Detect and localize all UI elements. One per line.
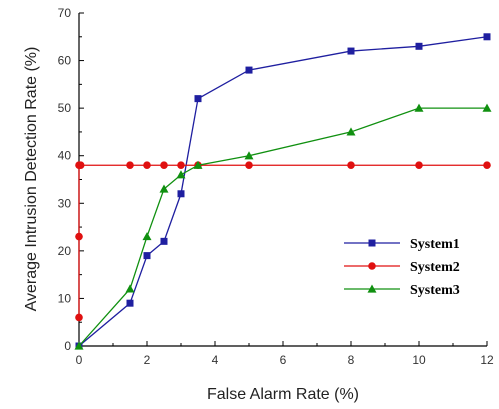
data-point <box>126 161 134 170</box>
x-axis-title: False Alarm Rate (%) <box>207 386 359 403</box>
data-point <box>415 42 423 50</box>
series-system1 <box>75 33 491 350</box>
legend-marker <box>368 239 376 247</box>
data-point <box>414 103 424 112</box>
x-tick-label: 6 <box>280 353 287 367</box>
legend-item: System3 <box>344 283 460 298</box>
data-point <box>126 299 134 307</box>
y-tick-label: 50 <box>58 101 72 115</box>
y-tick-label: 0 <box>64 339 71 353</box>
data-point <box>76 161 85 170</box>
x-tick-label: 10 <box>412 353 426 367</box>
data-point <box>347 161 355 170</box>
ticks: 0 2 4 6 8 10 12 0 10 20 30 40 50 60 70 <box>58 6 494 367</box>
data-point <box>483 33 491 41</box>
data-point <box>482 103 492 112</box>
data-point <box>159 184 169 193</box>
data-point <box>75 232 83 241</box>
data-point <box>125 284 135 293</box>
data-point <box>415 161 423 170</box>
data-point <box>143 252 151 260</box>
data-point <box>160 161 168 170</box>
x-tick-label: 2 <box>144 353 151 367</box>
series-system3 <box>74 103 492 350</box>
data-point <box>346 127 356 136</box>
legend-item: System1 <box>344 237 460 252</box>
series-line <box>78 36 488 347</box>
x-tick-label: 8 <box>348 353 355 367</box>
y-tick-label: 20 <box>58 244 72 258</box>
data-point <box>176 170 186 179</box>
data-point <box>75 313 83 322</box>
y-tick-label: 10 <box>58 291 72 305</box>
data-point <box>193 160 203 169</box>
legend-marker <box>368 262 376 270</box>
data-point <box>244 151 254 160</box>
data-point <box>74 341 84 350</box>
legend: System1 System2 System3 <box>344 237 460 298</box>
x-tick-label: 0 <box>76 353 83 367</box>
y-axis-title: Average Intrusion Detection Rate (%) <box>23 47 40 312</box>
y-tick-label: 70 <box>58 6 72 20</box>
data-point <box>347 47 355 55</box>
data-point <box>142 232 152 241</box>
legend-label: System3 <box>410 283 460 298</box>
x-tick-label: 4 <box>212 353 219 367</box>
data-point <box>160 237 168 245</box>
legend-marker <box>367 284 377 293</box>
series-layer <box>74 33 492 350</box>
data-point <box>245 66 253 74</box>
series-line <box>78 107 487 347</box>
y-tick-label: 40 <box>58 149 72 163</box>
x-tick-label: 12 <box>480 353 494 367</box>
y-tick-label: 30 <box>58 196 72 210</box>
legend-label: System2 <box>410 260 460 275</box>
data-point <box>177 161 185 170</box>
data-point <box>143 161 151 170</box>
data-point <box>194 95 202 103</box>
y-tick-label: 60 <box>58 54 72 68</box>
data-point <box>483 161 491 170</box>
data-point <box>245 161 253 170</box>
data-point <box>177 190 185 198</box>
legend-item: System2 <box>344 260 460 275</box>
legend-label: System1 <box>410 237 460 252</box>
